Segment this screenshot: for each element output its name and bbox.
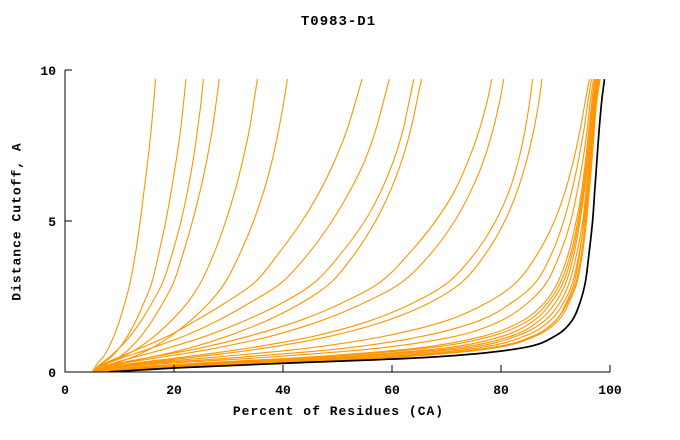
y-tick-label: 10 <box>40 64 56 79</box>
x-tick-label: 60 <box>384 383 400 398</box>
model-24-curve <box>103 79 600 372</box>
model-12-curve <box>92 79 505 372</box>
x-tick-label: 80 <box>493 383 509 398</box>
model-09-curve <box>97 78 422 372</box>
model-05-curve <box>91 79 204 372</box>
model-19-curve <box>103 79 599 372</box>
y-tick-label: 0 <box>48 366 56 381</box>
model-11-curve <box>92 79 534 372</box>
model-14-curve <box>92 78 493 372</box>
model-20-curve <box>97 79 595 372</box>
model-02-curve <box>91 79 187 372</box>
model-15-curve <box>103 79 599 372</box>
model-07-curve <box>92 78 415 372</box>
x-tick-label: 0 <box>61 383 69 398</box>
model-08-curve <box>91 78 390 372</box>
axes <box>64 70 610 373</box>
model-22-curve <box>97 79 598 372</box>
model-26-curve <box>92 79 590 372</box>
model-25-curve <box>97 79 597 372</box>
model-03-curve <box>97 79 220 372</box>
model-13-curve <box>97 79 543 372</box>
chart-title: T0983-D1 <box>300 14 377 30</box>
x-axis-label: Percent of Residues (CA) <box>232 404 445 419</box>
model-21-curve <box>103 79 600 372</box>
x-tick-label: 40 <box>275 383 291 398</box>
model-06-curve <box>97 79 288 372</box>
model-10-curve <box>91 78 363 372</box>
model-23-curve <box>92 79 593 372</box>
best-model-curve <box>108 79 606 372</box>
y-tick-label: 5 <box>48 215 56 230</box>
model-17-curve <box>103 79 601 372</box>
x-tick-label: 100 <box>598 383 622 398</box>
x-tick-label: 20 <box>166 383 182 398</box>
model-01-curve <box>91 79 157 372</box>
